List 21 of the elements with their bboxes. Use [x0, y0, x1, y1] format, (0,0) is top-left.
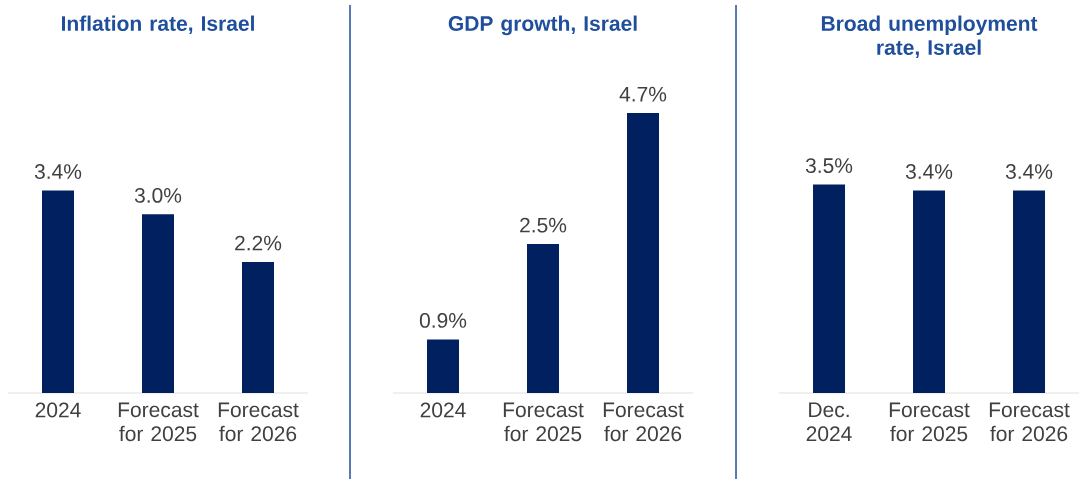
x-tick-label: Forecast for 2025: [503, 402, 584, 442]
data-label: 3.4%: [1005, 164, 1053, 179]
chart-title: GDP growth, Israel: [448, 15, 637, 36]
x-tick-label: 2024: [420, 402, 466, 418]
x-tick-label: 2024: [35, 402, 81, 418]
x-tick-label: Forecast for 2025: [118, 402, 199, 442]
x-tick-label: Forecast for 2026: [218, 402, 299, 442]
chart-title: Inflation rate, Israel: [61, 15, 254, 34]
x-tick-label: Forecast for 2026: [603, 402, 684, 442]
x-tick-label: Forecast for 2025: [889, 402, 970, 442]
data-label: 2.2%: [235, 235, 282, 251]
data-label: 3.4%: [34, 164, 82, 179]
x-tick-label: Dec. 2024: [806, 402, 852, 442]
data-label: 3.5%: [805, 158, 853, 174]
data-label: 4.7%: [619, 86, 667, 102]
data-label: 0.9%: [419, 313, 467, 328]
x-tick-label: Forecast for 2026: [989, 402, 1070, 442]
data-label: 2.5%: [520, 217, 567, 233]
data-label: 3.0%: [134, 187, 182, 203]
chart-title: Broad unemployment rate, Israel: [821, 15, 1038, 58]
data-label: 3.4%: [905, 164, 953, 179]
